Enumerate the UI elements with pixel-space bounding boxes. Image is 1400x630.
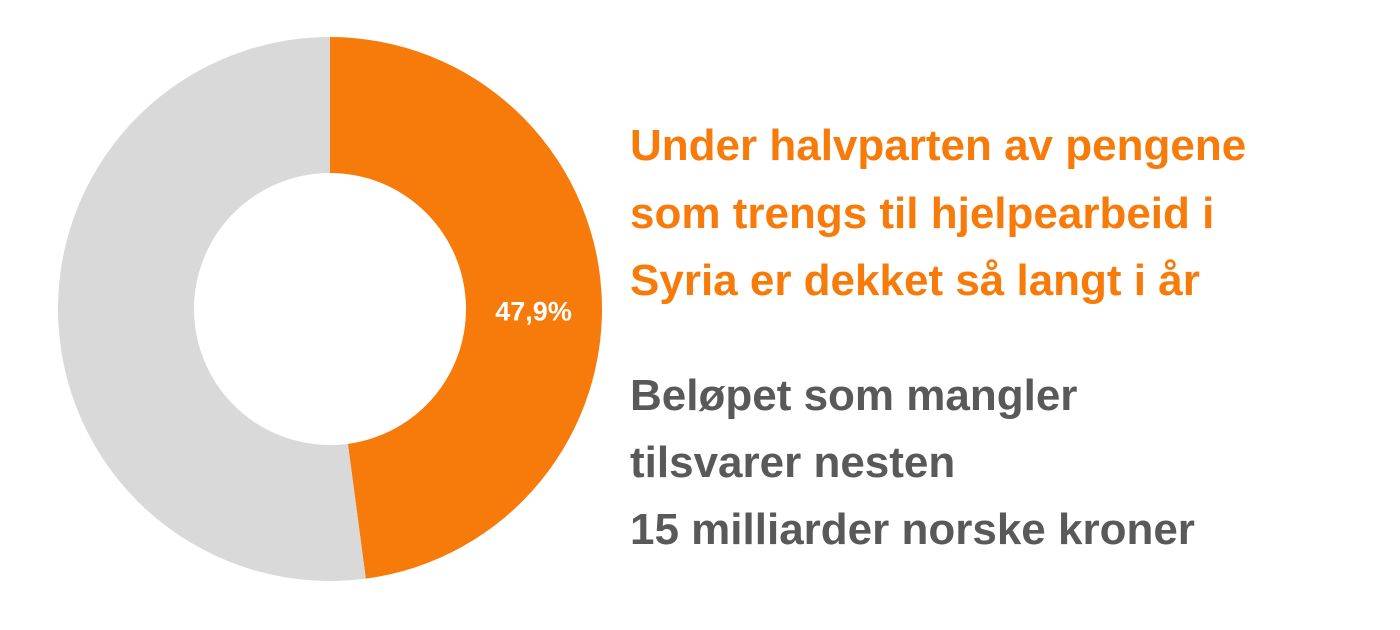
title-line: som trengs til hjelpearbeid i [630,189,1214,238]
title-line: Syria er dekket så langt i år [630,256,1200,305]
value-label: 47,9% [495,297,572,327]
donut-slice [57,37,366,582]
donut [57,37,602,582]
subtitle-line: 15 milliarder norske kroner [630,505,1195,554]
title-line: Under halvparten av pengene [630,121,1246,170]
subtitle-line: tilsvarer nesten [630,438,955,487]
donut-slice [330,37,602,579]
subtitle-line: Beløpet som mangler [630,371,1077,420]
